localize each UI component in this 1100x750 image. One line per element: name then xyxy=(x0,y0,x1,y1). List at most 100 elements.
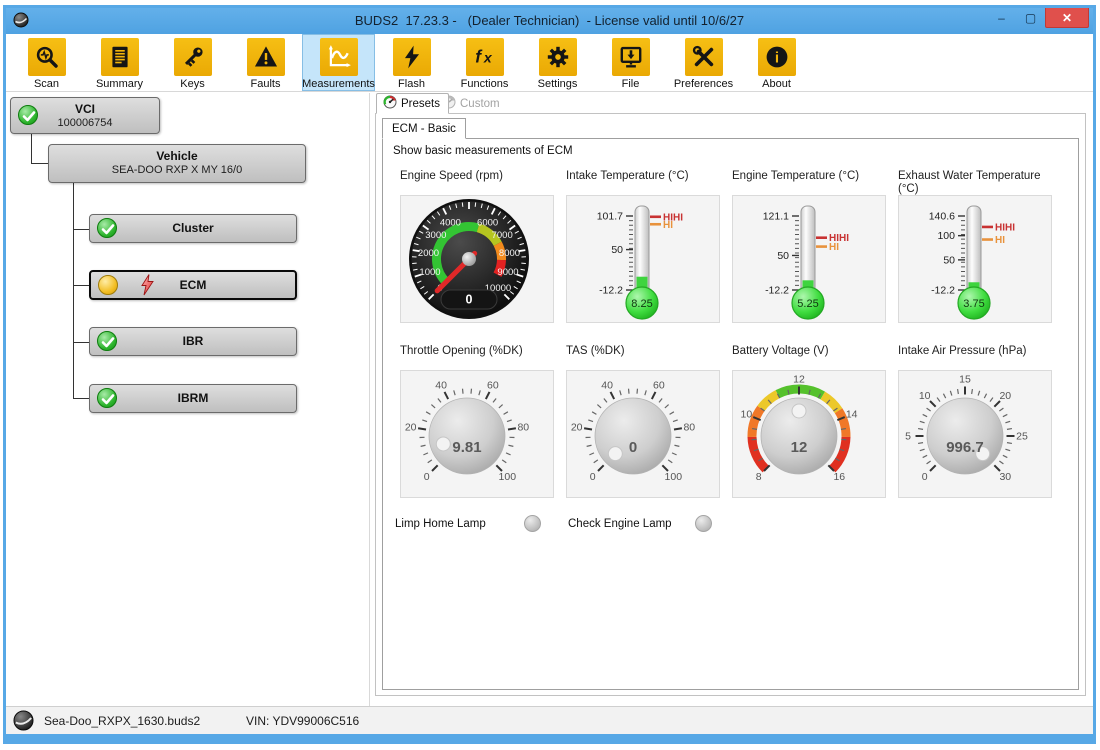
tab-ecm-basic[interactable]: ECM - Basic xyxy=(382,118,466,139)
svg-text:20: 20 xyxy=(571,422,583,434)
svg-text:HIHI: HIHI xyxy=(829,233,849,244)
svg-text:5.25: 5.25 xyxy=(797,298,818,310)
tree-node-ecm[interactable]: ECM xyxy=(89,270,297,300)
toolbar-label: File xyxy=(621,78,640,90)
brp-logo-icon xyxy=(13,710,34,736)
svg-text:0: 0 xyxy=(466,293,473,307)
svg-text:i: i xyxy=(774,50,778,67)
app-logo-icon xyxy=(13,12,29,33)
svg-text:0: 0 xyxy=(629,439,637,456)
gauge-throttle-opening: Throttle Opening (%DK) 0 20 40 60 80 100 9.81 xyxy=(400,345,554,498)
svg-text:4000: 4000 xyxy=(440,218,461,229)
toolbar-button-summary[interactable]: Summary xyxy=(83,34,156,91)
svg-text:-12.2: -12.2 xyxy=(765,285,789,297)
preferences-icon xyxy=(684,38,723,76)
status-ok-icon xyxy=(97,331,117,351)
close-button[interactable]: ✕ xyxy=(1045,8,1089,28)
svg-text:996.7: 996.7 xyxy=(946,439,984,456)
svg-text:8.25: 8.25 xyxy=(631,298,652,310)
toolbar-label: About xyxy=(762,78,791,90)
toolbar-button-faults[interactable]: Faults xyxy=(229,34,302,91)
status-ok-icon xyxy=(18,105,38,125)
minimize-button[interactable]: – xyxy=(998,11,1005,25)
svg-text:20: 20 xyxy=(405,422,417,434)
tree-connector xyxy=(73,229,89,230)
window-title: BUDS2 17.23.3 - (Dealer Technician) - Li… xyxy=(354,13,745,28)
tree-node-ibr[interactable]: IBR xyxy=(89,327,297,356)
throttle-opening-knob: 0 20 40 60 80 100 9.81 xyxy=(400,370,554,498)
summary-icon xyxy=(100,38,139,76)
toolbar-button-about[interactable]: i About xyxy=(740,34,813,91)
presets-page: ECM - Basic Show basic measurements of E… xyxy=(375,113,1086,696)
svg-text:50: 50 xyxy=(943,254,955,266)
toolbar-button-file[interactable]: File xyxy=(594,34,667,91)
tree-node-title: IBR xyxy=(182,334,204,348)
status-ok-icon xyxy=(97,218,117,238)
toolbar-button-keys[interactable]: Keys xyxy=(156,34,229,91)
svg-text:40: 40 xyxy=(601,380,613,392)
toolbar-button-settings[interactable]: Settings xyxy=(521,34,594,91)
svg-text:f: f xyxy=(475,46,483,66)
svg-text:30: 30 xyxy=(999,471,1011,483)
tree-node-cluster[interactable]: Cluster xyxy=(89,214,297,243)
tab-ecm-basic-label: ECM - Basic xyxy=(392,122,456,135)
gauge-title: Exhaust Water Temperature (°C) xyxy=(898,170,1041,195)
toolbar-button-scan[interactable]: Scan xyxy=(10,34,83,91)
status-bar: Sea-Doo_RXPX_1630.buds2 VIN: YDV99006C51… xyxy=(6,706,1093,734)
about-icon: i xyxy=(757,38,796,76)
toolbar-label: Functions xyxy=(460,78,509,90)
gauge-intake-air-pressure: Intake Air Pressure (hPa) 0 5 10 15 20 25 30 9… xyxy=(898,345,1052,498)
svg-text:121.1: 121.1 xyxy=(763,211,789,223)
svg-text:9000: 9000 xyxy=(497,267,518,278)
check-engine-lamp-label: Check Engine Lamp xyxy=(568,518,672,530)
svg-text:-12.2: -12.2 xyxy=(599,285,623,297)
vehicle-vin: VIN: YDV99006C516 xyxy=(246,714,360,728)
device-tree-panel: VCI 100006754 Vehicle SEA-DOO RXP X MY 1… xyxy=(6,93,369,706)
check-engine-lamp-indicator xyxy=(695,515,712,532)
gauge-title: Engine Temperature (°C) xyxy=(732,170,860,182)
tab-presets[interactable]: Presets xyxy=(376,93,449,114)
toolbar-button-flash[interactable]: Flash xyxy=(375,34,448,91)
toolbar-button-preferences[interactable]: Preferences xyxy=(667,34,740,91)
tree-node-vehicle[interactable]: Vehicle SEA-DOO RXP X MY 16/0 xyxy=(48,144,306,183)
svg-text:12: 12 xyxy=(791,439,808,456)
svg-text:20: 20 xyxy=(999,390,1011,402)
battery-voltage-knob: 8 10 12 14 16 12 xyxy=(732,370,886,498)
svg-text:1000: 1000 xyxy=(419,267,440,278)
svg-text:HI: HI xyxy=(995,235,1005,246)
tab-presets-label: Presets xyxy=(401,97,440,110)
svg-text:x: x xyxy=(482,49,492,65)
tree-node-vci[interactable]: VCI 100006754 xyxy=(10,97,160,134)
maximize-button[interactable]: ▢ xyxy=(1024,11,1037,25)
keys-icon xyxy=(173,38,212,76)
toolbar-button-measurements[interactable]: Measurements xyxy=(302,34,375,91)
svg-text:3.75: 3.75 xyxy=(963,298,984,310)
engine-speed-dial: 01000200030004000600070008000900010000 0 xyxy=(400,195,554,323)
toolbar-button-functions[interactable]: f x Functions xyxy=(448,34,521,91)
gauge-title: Intake Air Pressure (hPa) xyxy=(898,345,1027,357)
svg-text:9.81: 9.81 xyxy=(452,439,481,456)
svg-text:10: 10 xyxy=(740,409,752,421)
exhaust-water-temperature-thermometer: 140.6 100 50 -12.2 HIHI HI 3.75 xyxy=(898,195,1052,323)
svg-text:HIHI: HIHI xyxy=(995,222,1015,233)
svg-text:3000: 3000 xyxy=(425,230,446,241)
svg-text:2000: 2000 xyxy=(418,248,439,259)
toolbar-label: Measurements xyxy=(302,78,375,90)
tree-node-title: ECM xyxy=(179,278,207,292)
gauge-grid: Engine Speed (rpm) 010002000300040006000… xyxy=(400,170,1052,498)
svg-text:100: 100 xyxy=(499,471,517,483)
svg-text:6000: 6000 xyxy=(477,218,498,229)
svg-text:101.7: 101.7 xyxy=(597,211,623,223)
tree-node-title: Cluster xyxy=(172,221,214,235)
tree-node-ibrm[interactable]: IBRM xyxy=(89,384,297,413)
tree-connector xyxy=(73,398,89,399)
svg-text:7000: 7000 xyxy=(492,230,513,241)
svg-text:50: 50 xyxy=(777,250,789,262)
status-ok-icon xyxy=(97,388,117,408)
toolbar-label: Faults xyxy=(250,78,281,90)
gauge-title: Engine Speed (rpm) xyxy=(400,170,503,182)
tree-connector xyxy=(73,183,74,399)
status-warning-icon xyxy=(98,275,118,295)
svg-text:-12.2: -12.2 xyxy=(931,285,955,297)
flash-icon xyxy=(392,38,431,76)
